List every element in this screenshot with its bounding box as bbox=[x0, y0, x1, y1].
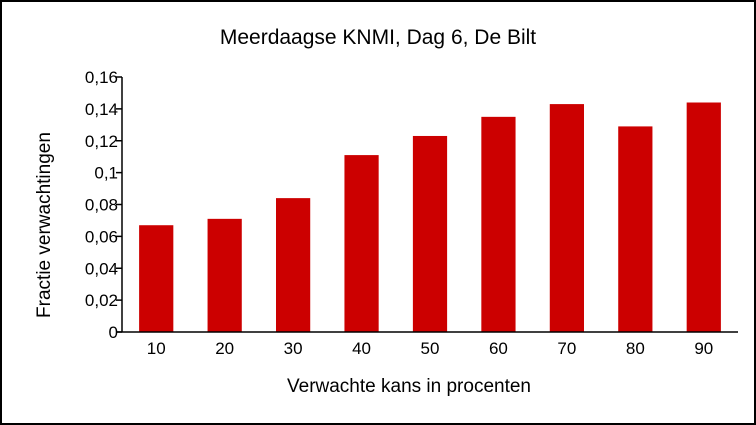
y-axis-title: Fractie verwachtingen bbox=[34, 132, 55, 318]
y-tick-label: 0,12 bbox=[85, 132, 118, 151]
bar-40 bbox=[344, 155, 379, 332]
x-tick-label: 90 bbox=[694, 339, 713, 358]
y-tick-label: 0,06 bbox=[85, 227, 118, 246]
chart-title: Meerdaagse KNMI, Dag 6, De Bilt bbox=[220, 26, 536, 49]
x-tick-label: 70 bbox=[557, 339, 576, 358]
x-tick-label: 50 bbox=[421, 339, 440, 358]
bar-30 bbox=[276, 198, 311, 332]
x-tick-label: 20 bbox=[215, 339, 234, 358]
y-tick-label: 0,14 bbox=[85, 100, 118, 119]
x-axis-title: Verwachte kans in procenten bbox=[287, 376, 531, 397]
bar-80 bbox=[618, 126, 653, 332]
x-tick-label: 80 bbox=[626, 339, 645, 358]
y-tick-label: 0,16 bbox=[85, 68, 118, 87]
bar-90 bbox=[686, 102, 721, 332]
y-axis: 0 0,02 0,04 0,06 0,08 0,1 0,12 0,14 0,16 bbox=[85, 68, 123, 342]
bar-70 bbox=[549, 104, 584, 332]
bar-10 bbox=[139, 225, 174, 332]
y-tick-label: 0 bbox=[109, 323, 118, 342]
bar-60 bbox=[481, 116, 516, 332]
y-tick-label: 0,04 bbox=[85, 259, 118, 278]
bars-group bbox=[139, 102, 721, 332]
bar-20 bbox=[207, 218, 242, 332]
bar-50 bbox=[412, 135, 448, 332]
y-tick-label: 0,02 bbox=[85, 291, 118, 310]
y-tick-label: 0,08 bbox=[85, 196, 118, 215]
y-tick-label: 0,1 bbox=[94, 164, 118, 183]
x-tick-label: 60 bbox=[489, 339, 508, 358]
x-tick-label: 40 bbox=[352, 339, 371, 358]
x-axis: 10 20 30 40 50 60 70 80 90 bbox=[116, 331, 738, 358]
x-tick-label: 10 bbox=[147, 339, 166, 358]
x-tick-label: 30 bbox=[284, 339, 303, 358]
